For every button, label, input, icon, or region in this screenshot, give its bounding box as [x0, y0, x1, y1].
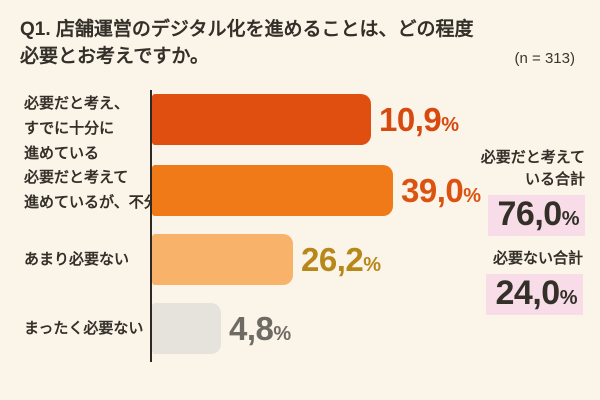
negative-total-annotation: 必要ない合計 24,0%: [485, 248, 583, 315]
chart-title-line2: 必要とお考えですか。: [20, 46, 210, 67]
bar: [152, 234, 293, 285]
bar: [152, 94, 371, 145]
sample-size-label: (n = 313): [514, 50, 575, 67]
chart-title-line1: Q1. 店舗運営のデジタル化を進めることは、どの程度: [20, 19, 474, 40]
positive-total-annotation: 必要だと考えて いる合計 76,0%: [481, 147, 585, 236]
bar-value: 10,9%: [379, 101, 459, 138]
chart-title: Q1. 店舗運営のデジタル化を進めることは、どの程度 必要とお考えですか。: [20, 16, 500, 70]
negative-total-value: 24,0%: [485, 274, 583, 315]
bar: [152, 165, 393, 216]
bar-value: 4,8%: [229, 310, 291, 347]
bar: [152, 303, 221, 354]
positive-total-value: 76,0%: [481, 195, 585, 236]
negative-total-label: 必要ない合計: [492, 250, 583, 267]
category-label: あまり必要ない: [24, 250, 130, 268]
category-label: まったく必要ない: [24, 319, 144, 337]
positive-total-label: 必要だと考えて いる合計: [480, 149, 585, 188]
category-label: 必要だと考え、 すでに十分に 進めている: [24, 94, 130, 162]
category-label: 必要だと考えて 進めているが、不分: [24, 169, 159, 211]
bar-value: 39,0%: [401, 172, 481, 209]
bar-value: 26,2%: [301, 241, 381, 278]
y-axis-line: [150, 90, 152, 362]
